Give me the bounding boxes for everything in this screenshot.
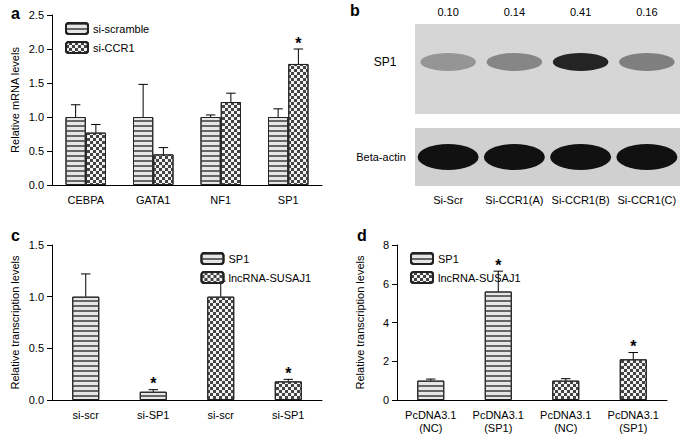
- svg-text:(SP1): (SP1): [619, 422, 647, 434]
- svg-text:Relative transcription levels: Relative transcription levels: [9, 255, 21, 389]
- svg-text:a: a: [11, 5, 20, 22]
- svg-text:Si-CCR1(B): Si-CCR1(B): [552, 194, 610, 206]
- svg-text:lncRNA-SUSAJ1: lncRNA-SUSAJ1: [438, 272, 521, 284]
- svg-text:(NC): (NC): [554, 422, 577, 434]
- svg-text:0: 0: [383, 394, 389, 406]
- svg-text:0.0: 0.0: [29, 394, 44, 406]
- svg-text:1.0: 1.0: [29, 111, 44, 123]
- svg-text:(NC): (NC): [419, 422, 442, 434]
- svg-text:0.14: 0.14: [504, 6, 525, 18]
- svg-text:4: 4: [383, 317, 389, 329]
- svg-text:SP1: SP1: [278, 194, 299, 206]
- svg-text:PcDNA3.1: PcDNA3.1: [473, 409, 524, 421]
- svg-text:d: d: [357, 227, 367, 244]
- svg-text:SP1: SP1: [374, 55, 397, 69]
- svg-text:0.5: 0.5: [29, 145, 44, 157]
- svg-text:SP1: SP1: [228, 253, 249, 265]
- svg-text:*: *: [495, 257, 502, 274]
- svg-text:Si-Scr: Si-Scr: [433, 194, 463, 206]
- svg-text:PcDNA3.1: PcDNA3.1: [540, 409, 591, 421]
- svg-text:8: 8: [383, 239, 389, 251]
- svg-text:2: 2: [383, 355, 389, 367]
- svg-text:2.5: 2.5: [29, 9, 44, 21]
- svg-text:6: 6: [383, 278, 389, 290]
- svg-text:*: *: [295, 35, 302, 52]
- svg-text:0.41: 0.41: [570, 6, 591, 18]
- svg-text:c: c: [11, 227, 20, 244]
- svg-text:si-scramble: si-scramble: [93, 23, 149, 35]
- svg-text:PcDNA3.1: PcDNA3.1: [405, 409, 456, 421]
- svg-text:*: *: [150, 375, 157, 392]
- svg-text:2.0: 2.0: [29, 43, 44, 55]
- svg-text:si-scr: si-scr: [73, 409, 100, 421]
- svg-text:lncRNA-SUSAJ1: lncRNA-SUSAJ1: [228, 272, 311, 284]
- svg-text:1.5: 1.5: [29, 77, 44, 89]
- svg-text:Si-CCR1(A): Si-CCR1(A): [485, 194, 543, 206]
- svg-text:0.16: 0.16: [636, 6, 657, 18]
- svg-text:*: *: [285, 365, 292, 382]
- svg-text:*: *: [630, 338, 637, 355]
- svg-text:GATA1: GATA1: [136, 194, 170, 206]
- svg-text:si-scr: si-scr: [208, 409, 235, 421]
- svg-text:Relative mRNA levels: Relative mRNA levels: [9, 47, 21, 153]
- svg-text:NF1: NF1: [210, 194, 231, 206]
- svg-text:PcDNA3.1: PcDNA3.1: [608, 409, 659, 421]
- svg-text:Beta-actin: Beta-actin: [356, 151, 406, 163]
- svg-text:1.0: 1.0: [29, 291, 44, 303]
- svg-text:Si-CCR1(C): Si-CCR1(C): [618, 194, 677, 206]
- svg-text:Relative transcription levels: Relative transcription levels: [354, 255, 366, 389]
- svg-text:CEBPA: CEBPA: [68, 194, 105, 206]
- svg-text:(SP1): (SP1): [484, 422, 512, 434]
- svg-text:0.5: 0.5: [29, 342, 44, 354]
- svg-text:0.0: 0.0: [29, 179, 44, 191]
- svg-text:SP1: SP1: [438, 253, 459, 265]
- svg-text:0.10: 0.10: [437, 6, 458, 18]
- svg-text:b: b: [350, 2, 360, 19]
- svg-text:si-CCR1: si-CCR1: [93, 42, 135, 54]
- svg-text:si-SP1: si-SP1: [137, 409, 169, 421]
- svg-text:si-SP1: si-SP1: [272, 409, 304, 421]
- svg-text:1.5: 1.5: [29, 239, 44, 251]
